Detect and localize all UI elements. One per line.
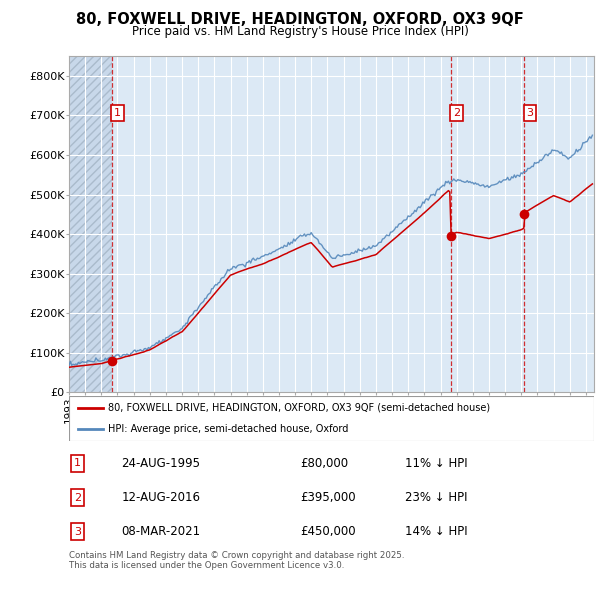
Text: 08-MAR-2021: 08-MAR-2021: [121, 525, 200, 538]
Text: £80,000: £80,000: [300, 457, 348, 470]
Text: 23% ↓ HPI: 23% ↓ HPI: [405, 491, 467, 504]
Text: HPI: Average price, semi-detached house, Oxford: HPI: Average price, semi-detached house,…: [109, 424, 349, 434]
FancyBboxPatch shape: [69, 396, 594, 441]
Text: 11% ↓ HPI: 11% ↓ HPI: [405, 457, 467, 470]
Bar: [69, 56, 112, 392]
Text: £395,000: £395,000: [300, 491, 356, 504]
Text: 80, FOXWELL DRIVE, HEADINGTON, OXFORD, OX3 9QF: 80, FOXWELL DRIVE, HEADINGTON, OXFORD, O…: [76, 12, 524, 27]
Text: 2: 2: [74, 493, 82, 503]
Text: 1: 1: [114, 108, 121, 118]
Text: 12-AUG-2016: 12-AUG-2016: [121, 491, 200, 504]
Text: 2: 2: [453, 108, 460, 118]
Text: 3: 3: [527, 108, 533, 118]
Text: Contains HM Land Registry data © Crown copyright and database right 2025.
This d: Contains HM Land Registry data © Crown c…: [69, 551, 404, 571]
Text: 80, FOXWELL DRIVE, HEADINGTON, OXFORD, OX3 9QF (semi-detached house): 80, FOXWELL DRIVE, HEADINGTON, OXFORD, O…: [109, 402, 491, 412]
Text: 14% ↓ HPI: 14% ↓ HPI: [405, 525, 467, 538]
Text: 3: 3: [74, 527, 81, 536]
Text: 24-AUG-1995: 24-AUG-1995: [121, 457, 200, 470]
Text: 1: 1: [74, 458, 81, 468]
Text: £450,000: £450,000: [300, 525, 356, 538]
Text: Price paid vs. HM Land Registry's House Price Index (HPI): Price paid vs. HM Land Registry's House …: [131, 25, 469, 38]
